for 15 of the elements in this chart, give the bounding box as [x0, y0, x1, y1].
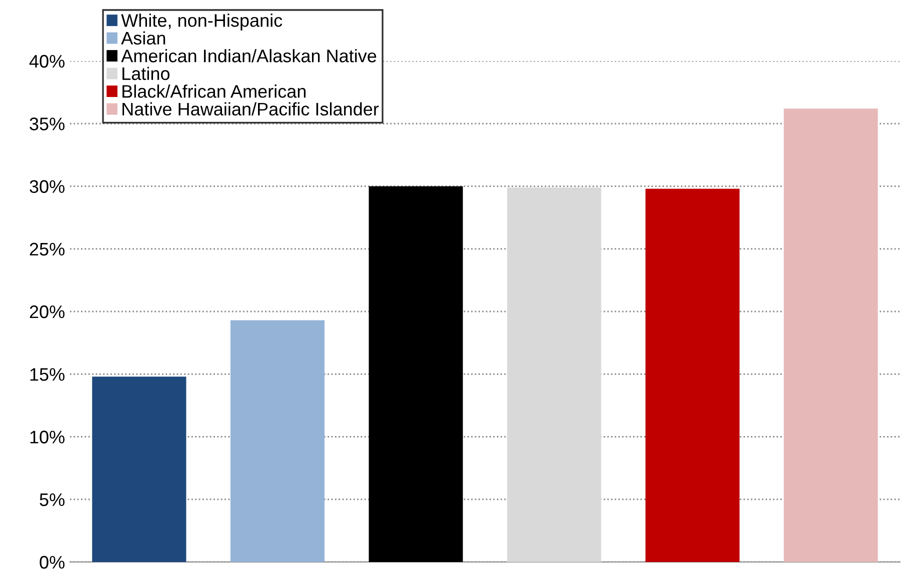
y-tick-label: 20%: [30, 305, 64, 318]
y-tick-label: 25%: [30, 242, 64, 256]
y-tick-label: 5%: [40, 493, 64, 506]
legend-label: Native Hawaiian/Pacific Islander: [122, 102, 379, 116]
legend-label: American Indian/Alaskan Native: [121, 49, 376, 62]
y-tick-label: 40%: [29, 54, 64, 68]
y-tick-label: 10%: [30, 430, 64, 444]
legend-label: Black/African American: [122, 84, 306, 98]
legend-label: Asian: [121, 31, 166, 45]
y-tick-label: 15%: [30, 368, 64, 381]
legend-label: White, non-Hispanic: [121, 14, 282, 30]
y-tick-label: 30%: [30, 180, 64, 193]
y-tick-label: 35%: [30, 118, 64, 130]
legend-label: Latino: [122, 66, 170, 80]
y-tick-label: 0%: [40, 556, 64, 569]
